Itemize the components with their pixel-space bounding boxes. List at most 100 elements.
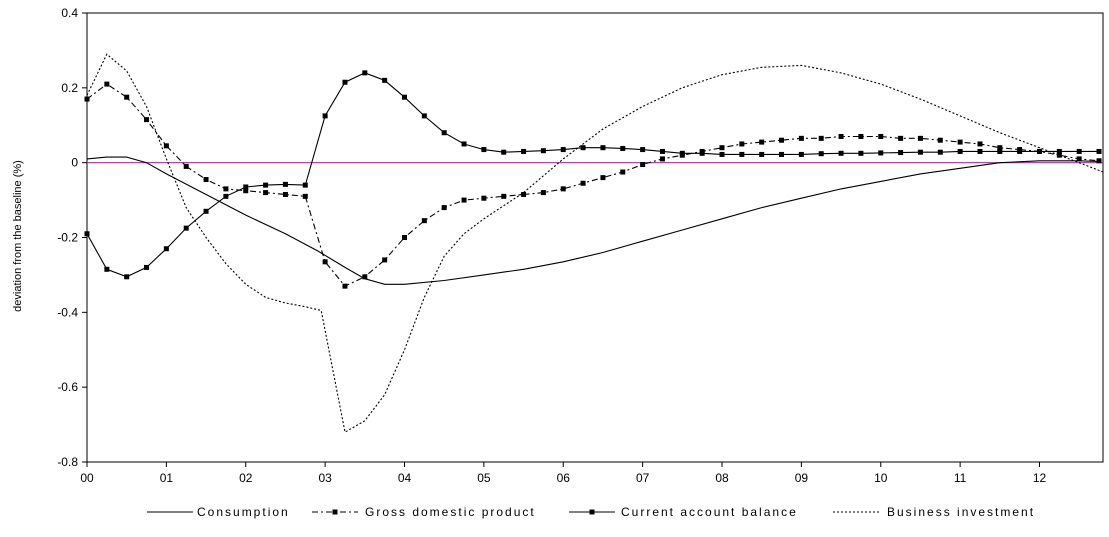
data-point-gross-domestic-product: [878, 133, 884, 139]
data-point-gross-domestic-product: [501, 193, 507, 199]
data-point-current-account-balance: [302, 182, 308, 188]
legend-item-gross-domestic-product: Gross domestic product: [312, 505, 536, 519]
y-tick-label: -0.6: [57, 380, 78, 394]
series-consumption: [86, 156, 1100, 285]
data-point-gross-domestic-product: [937, 137, 943, 143]
data-point-current-account-balance: [580, 145, 586, 151]
legend-label-current-account-balance: Current account balance: [621, 505, 798, 519]
data-point-current-account-balance: [858, 150, 864, 156]
data-point-current-account-balance: [798, 151, 804, 157]
legend-item-consumption: Consumption: [147, 505, 290, 519]
data-point-current-account-balance: [461, 141, 467, 147]
data-point-gross-domestic-product: [144, 117, 150, 123]
data-point-gross-domestic-product: [917, 135, 923, 141]
y-tick-label: 0.2: [61, 81, 78, 95]
data-point-current-account-balance: [679, 150, 685, 156]
legend-item-business-investment: Business investment: [833, 505, 1035, 519]
data-point-gross-domestic-product: [362, 274, 368, 280]
data-point-current-account-balance: [183, 225, 189, 231]
data-point-current-account-balance: [1037, 148, 1042, 154]
data-point-current-account-balance: [759, 151, 765, 157]
data-point-gross-domestic-product: [997, 145, 1003, 151]
data-point-current-account-balance: [898, 150, 904, 156]
data-point-current-account-balance: [1076, 148, 1082, 154]
legend-item-current-account-balance: Current account balance: [569, 505, 798, 519]
y-tick-label: -0.4: [57, 305, 78, 319]
data-point-gross-domestic-product: [818, 135, 824, 141]
data-point-gross-domestic-product: [719, 145, 725, 151]
data-point-gross-domestic-product: [779, 137, 785, 143]
data-point-current-account-balance: [203, 208, 209, 214]
y-tick-label: 0.4: [61, 6, 78, 20]
data-point-current-account-balance: [521, 148, 527, 154]
data-point-current-account-balance: [838, 150, 844, 156]
legend-marker-current-account-balance: [589, 509, 595, 515]
data-point-current-account-balance: [144, 264, 150, 270]
data-point-current-account-balance: [699, 150, 705, 156]
x-tick-label: 12: [1033, 471, 1047, 485]
series-group: [84, 53, 1104, 433]
x-tick-label: 03: [318, 471, 332, 485]
legend-label-consumption: Consumption: [197, 505, 290, 519]
data-point-gross-domestic-product: [322, 259, 328, 265]
series-line-consumption: [86, 156, 1100, 285]
data-point-gross-domestic-product: [898, 135, 904, 141]
x-tick-label: 01: [160, 471, 174, 485]
legend-label-gross-domestic-product: Gross domestic product: [365, 505, 536, 519]
data-point-current-account-balance: [719, 151, 725, 157]
data-point-current-account-balance: [104, 266, 110, 272]
data-point-current-account-balance: [263, 182, 269, 188]
series-line-current-account-balance: [86, 72, 1099, 278]
data-point-gross-domestic-product: [282, 191, 288, 197]
data-point-current-account-balance: [997, 148, 1003, 154]
x-tick-label: 10: [874, 471, 888, 485]
data-point-gross-domestic-product: [659, 156, 665, 162]
data-point-current-account-balance: [124, 274, 130, 280]
data-point-current-account-balance: [917, 149, 923, 155]
data-point-gross-domestic-product: [739, 141, 745, 147]
y-tick-label: -0.8: [57, 455, 78, 469]
data-point-gross-domestic-product: [441, 205, 447, 211]
data-point-current-account-balance: [342, 79, 348, 85]
data-point-current-account-balance: [739, 151, 745, 157]
data-point-gross-domestic-product: [342, 283, 348, 289]
legend: Consumption Gross domestic product Current…: [147, 505, 1035, 519]
y-axis: 0.4 0.2 0 -0.2 -0.4 -0.6 -0.8: [57, 6, 87, 469]
data-point-gross-domestic-product: [203, 177, 209, 183]
data-point-current-account-balance: [560, 147, 566, 153]
data-point-gross-domestic-product: [600, 175, 606, 181]
data-point-gross-domestic-product: [421, 218, 427, 224]
data-point-current-account-balance: [818, 151, 824, 157]
data-point-current-account-balance: [243, 184, 249, 190]
x-tick-label: 02: [239, 471, 253, 485]
data-point-current-account-balance: [441, 130, 447, 136]
plot-area: [86, 12, 1104, 463]
data-point-current-account-balance: [878, 150, 884, 156]
data-point-gross-domestic-product: [382, 257, 388, 263]
data-point-gross-domestic-product: [540, 190, 546, 196]
legend-label-business-investment: Business investment: [887, 505, 1035, 519]
data-point-gross-domestic-product: [223, 186, 229, 192]
y-tick-label: 0: [71, 156, 78, 170]
data-point-gross-domestic-product: [521, 191, 527, 197]
data-point-gross-domestic-product: [302, 193, 308, 199]
data-point-gross-domestic-product: [580, 180, 586, 186]
x-tick-label: 08: [715, 471, 729, 485]
data-point-gross-domestic-product: [263, 190, 269, 196]
data-point-gross-domestic-product: [84, 96, 90, 102]
data-point-current-account-balance: [322, 113, 328, 119]
data-point-gross-domestic-product: [620, 169, 626, 175]
x-tick-label: 05: [477, 471, 491, 485]
y-tick-label: -0.2: [57, 231, 78, 245]
data-point-gross-domestic-product: [183, 163, 189, 169]
x-tick-label: 06: [557, 471, 571, 485]
data-point-current-account-balance: [163, 246, 169, 252]
x-tick-label: 04: [398, 471, 412, 485]
data-point-gross-domestic-product: [104, 81, 110, 87]
data-point-gross-domestic-product: [243, 188, 249, 194]
data-point-current-account-balance: [977, 148, 983, 154]
data-point-gross-domestic-product: [124, 94, 130, 100]
data-point-gross-domestic-product: [957, 139, 963, 145]
series-line-gross-domestic-product: [86, 83, 1100, 287]
